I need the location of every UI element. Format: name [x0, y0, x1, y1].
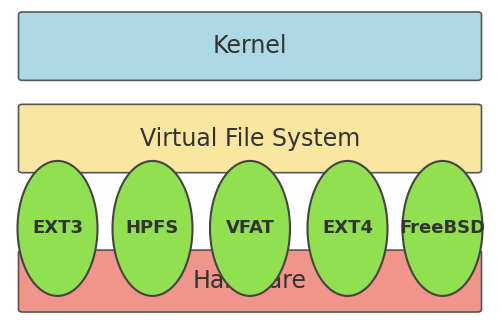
FancyBboxPatch shape	[18, 250, 481, 312]
Ellipse shape	[402, 161, 482, 296]
FancyBboxPatch shape	[18, 104, 481, 173]
Ellipse shape	[112, 161, 192, 296]
FancyBboxPatch shape	[18, 12, 481, 80]
Ellipse shape	[18, 161, 98, 296]
Text: EXT4: EXT4	[322, 219, 373, 237]
Text: EXT3: EXT3	[32, 219, 83, 237]
Text: Kernel: Kernel	[213, 34, 287, 58]
Text: Virtual File System: Virtual File System	[140, 126, 360, 151]
Text: Hardware: Hardware	[193, 269, 307, 293]
Text: HPFS: HPFS	[126, 219, 179, 237]
Text: FreeBSD: FreeBSD	[400, 219, 486, 237]
Ellipse shape	[308, 161, 388, 296]
Text: VFAT: VFAT	[226, 219, 274, 237]
Ellipse shape	[210, 161, 290, 296]
